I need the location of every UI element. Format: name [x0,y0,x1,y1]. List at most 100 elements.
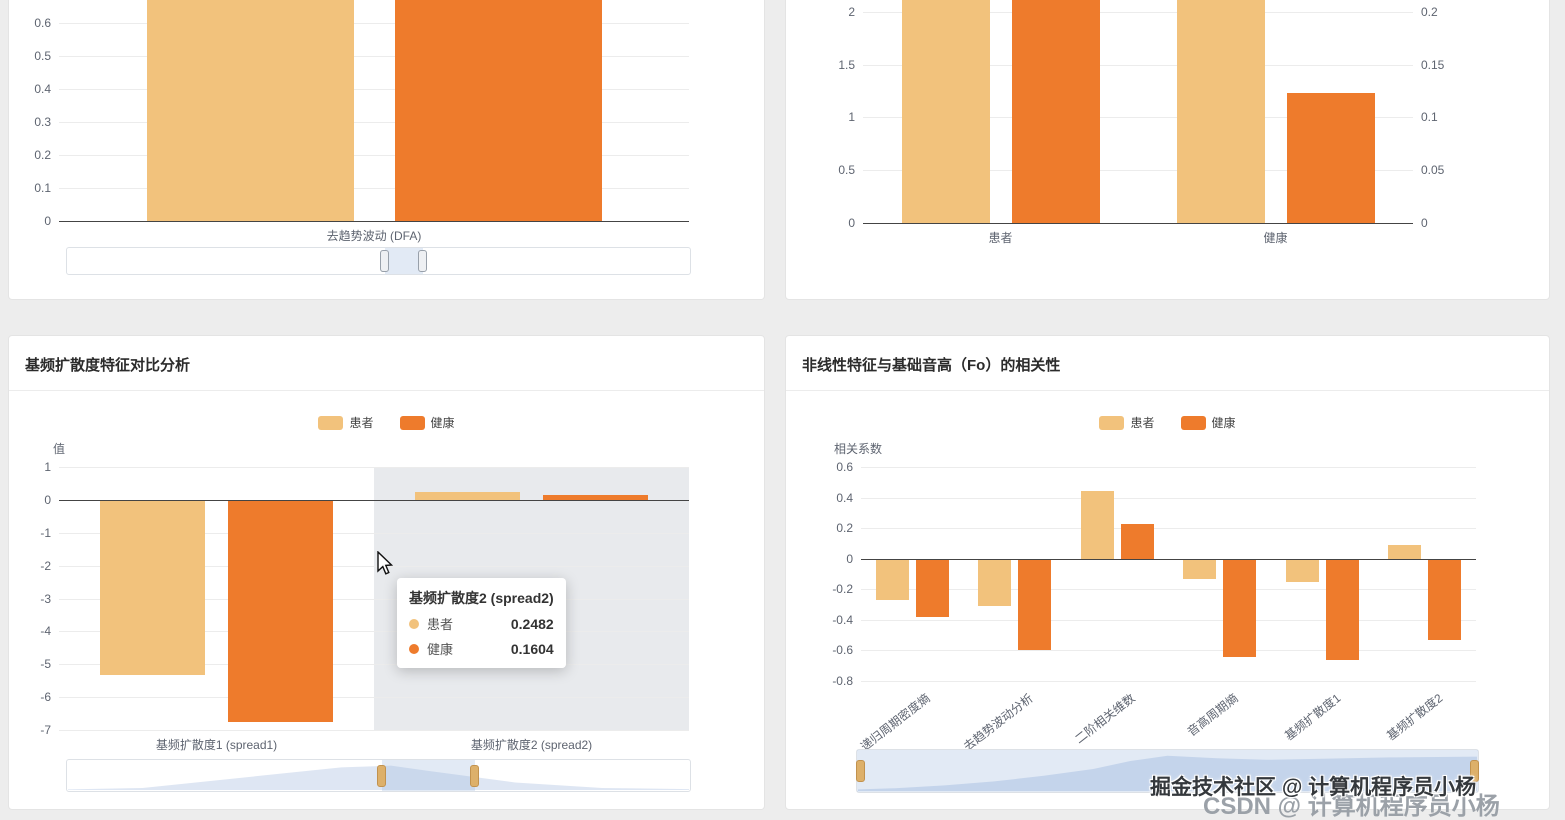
bar-series2-cat4[interactable] [1223,558,1257,657]
gridline [863,64,1413,66]
y2-axis-tick-label: 0.05 [1421,163,1445,178]
category-label: 基频扩散度1 [1281,691,1343,744]
bar-series1-cat2[interactable] [1176,0,1265,223]
bar-series2-cat5[interactable] [1325,558,1359,660]
chart-legend: 患者 健康 [9,414,764,431]
category-label: 基频扩散度1 (spread1) [155,738,278,752]
category-label: 患者 [988,231,1013,245]
tooltip-series-value: 0.2482 [510,615,554,632]
gridline [59,697,689,699]
gridline [861,497,1476,499]
legend-item[interactable]: 健康 [1180,414,1236,431]
dfa-bar-chart[interactable]: 00.10.20.30.40.50.60.70.8去趋势波动 (DFA) [9,0,764,299]
category-label: 二阶相关维数 [1072,691,1138,747]
gridline [59,56,689,57]
legend-item[interactable]: 患者 [318,414,374,431]
bar-series2-cat1[interactable] [394,0,602,221]
gridline [59,598,689,600]
datazoom-slider[interactable] [856,749,1479,793]
bar-series2-cat3[interactable] [1120,523,1154,559]
datazoom-handle-right[interactable] [418,250,427,272]
bar-series2-cat6[interactable] [1428,558,1462,640]
bar-series2-cat1[interactable] [915,558,949,617]
chart-legend: 患者 健康 [786,414,1549,431]
datazoom-window[interactable] [385,248,423,274]
y-axis-tick-label: -2 [40,558,51,573]
y2-axis-tick-label: 0.15 [1421,57,1445,72]
legend-item[interactable]: 健康 [399,414,455,431]
gridline [59,188,689,189]
legend-label: 健康 [430,416,455,430]
datazoom-handle-right[interactable] [1470,760,1479,782]
y-axis-tick-label: 0.3 [34,115,51,129]
datazoom-slider[interactable] [66,247,691,275]
chart-tooltip: 基频扩散度2 (spread2) 患者 0.2482 健康 0.1604 [397,578,566,668]
datazoom-window[interactable] [382,760,475,791]
gridline [59,730,689,731]
panel-header: 非线性特征与基础音高（Fo）的相关性 [786,336,1549,391]
gridline [59,467,689,468]
gridline [861,528,1476,530]
y-axis-tick-label: -1 [40,525,51,540]
datazoom-handle-left[interactable] [380,250,389,272]
panel-title: 基频扩散度特征对比分析 [25,357,191,374]
gridline [861,650,1476,652]
bar-series1-cat1[interactable] [146,0,354,221]
correlation-bar-chart[interactable]: -0.8 -0.6 -0.4 -0.2 0 0.2 0.4 0.6 递归周期密度熵 去趋势波动分析… [786,336,1549,809]
bar-series1-cat2[interactable] [978,558,1012,607]
gridline [59,89,689,90]
bar-series1-cat6[interactable] [1388,544,1422,559]
tooltip-series-name: 患者 [427,617,454,632]
y-axis-tick-label: 0 [848,216,855,230]
gridline [59,122,689,123]
bar-series2-cat2[interactable] [1286,93,1375,223]
watermark-csdn: CSDN @ 计算机程序员小杨 [1203,793,1500,820]
gridline [861,467,1476,468]
bar-series2-cat1[interactable] [228,499,333,723]
panel-header: 基频扩散度特征对比分析 [9,336,764,391]
panel-title: 非线性特征与基础音高（Fo）的相关性 [802,357,1061,374]
legend-label: 患者 [349,416,374,430]
bar-series2-cat2[interactable] [1018,558,1052,651]
tooltip-series-value: 0.1604 [510,640,554,657]
bar-series1-cat5[interactable] [1285,558,1319,582]
tooltip-row: 患者 0.2482 [409,614,554,633]
bar-series1-cat1[interactable] [901,0,990,223]
y-axis-tick-label: -0.4 [832,612,853,627]
y-axis-tick-label: 0.4 [34,82,51,96]
bar-series1-cat1[interactable] [100,499,205,676]
datazoom-handle-left[interactable] [856,760,865,782]
bar-series1-cat4[interactable] [1183,558,1217,579]
category-label: 基频扩散度2 (spread2) [470,738,593,752]
gridline [861,681,1476,682]
datazoom-slider[interactable] [66,759,691,792]
bar-series1-cat1[interactable] [875,558,909,600]
legend-item[interactable]: 患者 [1099,414,1155,431]
y-axis-tick-label: 0.2 [34,148,51,162]
datazoom-handle-left[interactable] [377,764,386,787]
bar-series2-cat2[interactable] [543,494,648,500]
watermark-juejin: 掘金技术社区 @ 计算机程序员小杨 [1150,776,1477,799]
y-axis-tick-label: 0.2 [836,521,853,536]
datazoom-window[interactable] [857,750,1478,792]
y-axis-tick-label: 0.6 [34,16,51,30]
category-label: 健康 [1263,231,1288,245]
datazoom-handle-right[interactable] [470,764,479,787]
tooltip-title: 基频扩散度2 (spread2) [409,590,554,606]
category-label: 基频扩散度2 [1384,691,1446,744]
y-axis-tick-label: -7 [40,723,51,737]
gridline [59,664,689,666]
gridline [861,589,1476,591]
bar-series2-cat1[interactable] [1011,0,1100,223]
gridline [59,23,689,24]
category-label: 去趋势波动 (DFA) [326,229,422,243]
bar-series1-cat2[interactable] [415,491,520,500]
bar-series1-cat3[interactable] [1080,491,1114,559]
y-axis-tick-label: -5 [40,657,51,672]
legend-swatch [1180,415,1206,430]
x-axis-line [59,221,689,222]
panel-dfa-chart: 00.10.20.30.40.50.60.70.8去趋势波动 (DFA) [8,0,765,300]
